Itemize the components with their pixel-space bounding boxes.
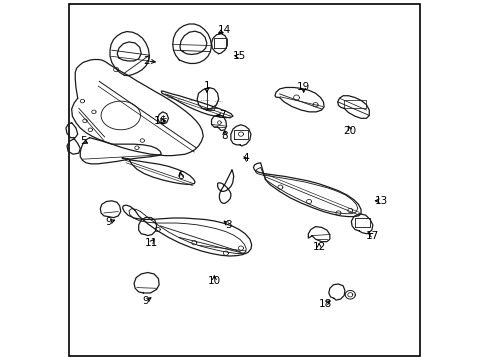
Text: 18: 18 bbox=[318, 299, 331, 309]
Text: 4: 4 bbox=[242, 153, 249, 163]
Text: 20: 20 bbox=[343, 126, 356, 135]
Text: 5: 5 bbox=[81, 136, 87, 146]
Text: 14: 14 bbox=[218, 25, 231, 35]
Text: 6: 6 bbox=[177, 171, 183, 181]
Text: 3: 3 bbox=[225, 220, 232, 230]
Text: 19: 19 bbox=[296, 82, 310, 92]
Text: 12: 12 bbox=[312, 242, 325, 252]
Text: 15: 15 bbox=[232, 51, 245, 61]
Text: 9: 9 bbox=[105, 217, 112, 227]
Text: 9: 9 bbox=[142, 296, 149, 306]
Text: 17: 17 bbox=[366, 231, 379, 240]
Text: 13: 13 bbox=[374, 196, 387, 206]
Text: 2: 2 bbox=[143, 56, 150, 66]
Text: 8: 8 bbox=[221, 131, 227, 141]
Text: 11: 11 bbox=[144, 238, 158, 248]
Text: 7: 7 bbox=[219, 111, 225, 121]
Text: 10: 10 bbox=[207, 276, 221, 286]
Text: 16: 16 bbox=[153, 116, 166, 126]
Text: 1: 1 bbox=[203, 81, 210, 91]
